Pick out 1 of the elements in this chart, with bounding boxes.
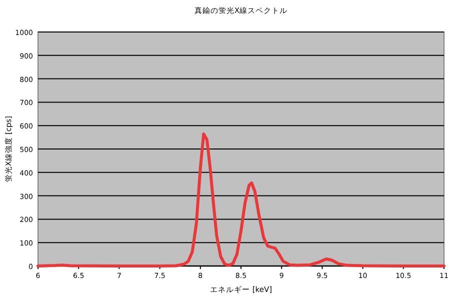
line-series: [36, 132, 446, 268]
